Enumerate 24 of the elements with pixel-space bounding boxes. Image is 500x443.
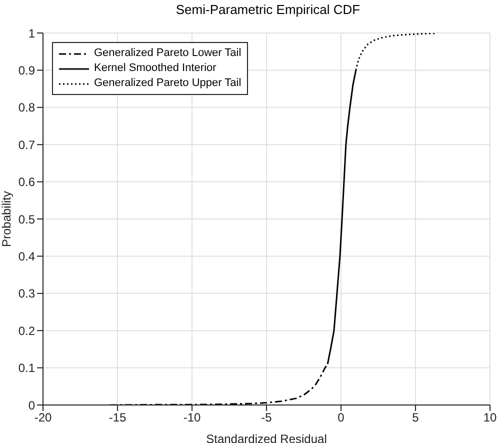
y-tick-label: 0.2 (18, 324, 36, 338)
legend-label: Kernel Smoothed Interior (94, 61, 216, 76)
y-tick-label: 0.1 (18, 361, 36, 376)
y-tick-label: 0.4 (18, 249, 36, 264)
x-tick-label: -20 (34, 410, 52, 425)
x-tick-label: -15 (108, 410, 126, 425)
x-tick-label: 0 (338, 410, 345, 425)
y-tick-label: 0 (28, 398, 36, 412)
chart-title: Semi-Parametric Empirical CDF (174, 2, 362, 17)
x-tick-label: -10 (183, 410, 201, 425)
x-tick-label: -5 (261, 410, 272, 425)
y-axis-title: Probability (0, 190, 14, 248)
x-tick-label: 5 (412, 410, 420, 425)
x-axis-title: Standardized Residual (206, 432, 327, 443)
y-tick-label: 0.7 (18, 138, 36, 152)
y-tick-label: 0.5 (18, 212, 36, 226)
y-tick-label: 0.8 (18, 100, 36, 115)
legend-label: Generalized Pareto Lower Tail (94, 46, 242, 61)
y-tick-label: 0.6 (18, 175, 36, 190)
y-tick-label: 0.3 (18, 286, 36, 301)
x-tick-label: 10 (483, 410, 497, 425)
y-tick-label: 1 (28, 26, 36, 40)
legend-label: Generalized Pareto Upper Tail (94, 76, 242, 91)
y-tick-label: 0.9 (18, 63, 36, 78)
